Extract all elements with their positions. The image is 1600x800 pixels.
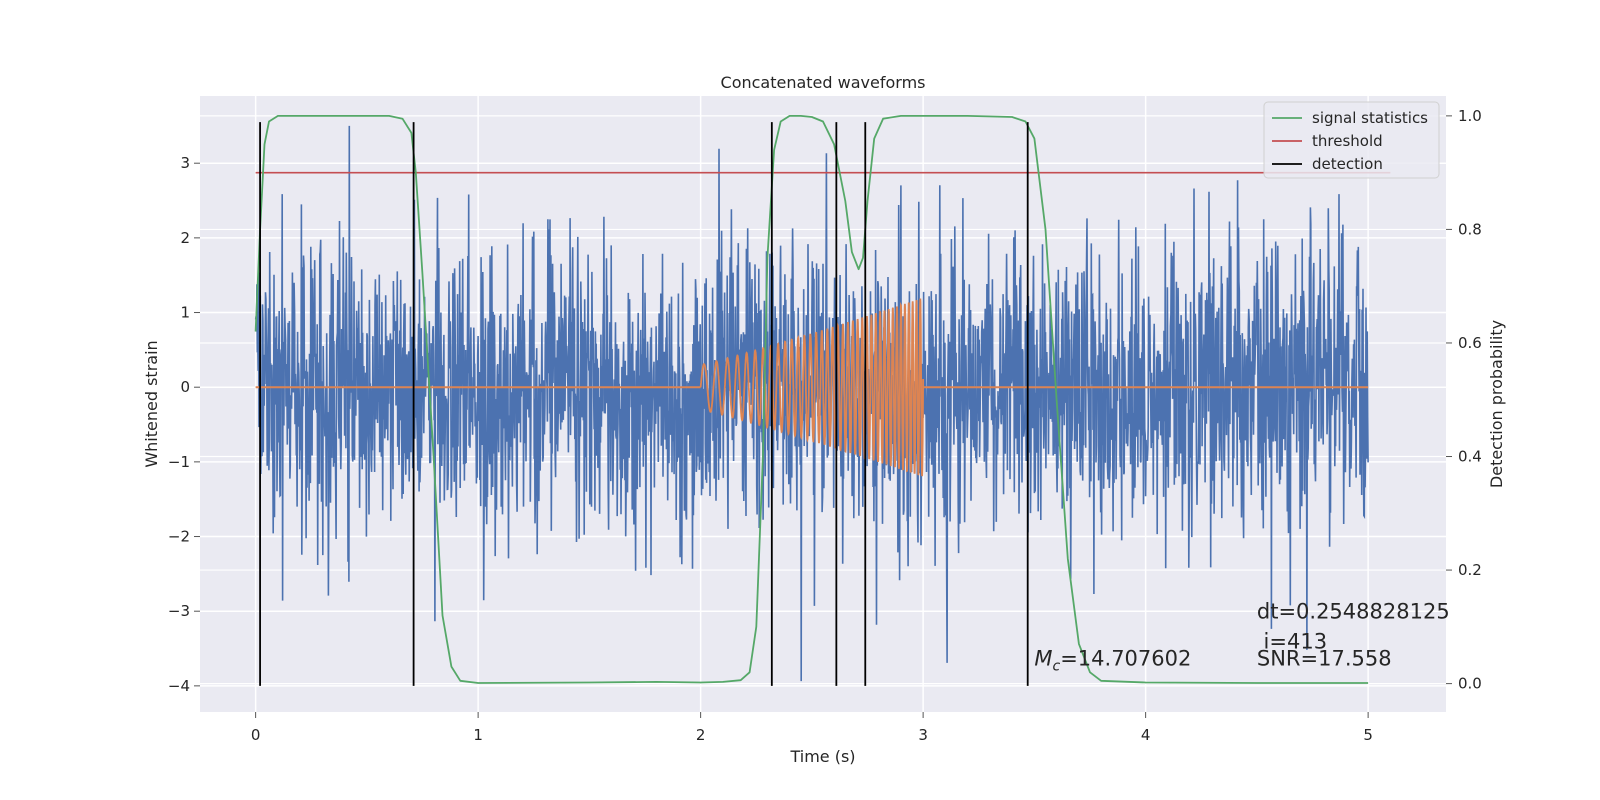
annotation-text: i=413 bbox=[1257, 630, 1327, 654]
y-tick-label: 2 bbox=[180, 229, 190, 247]
annotation-text: dt=0.2548828125 bbox=[1257, 600, 1450, 624]
y-axis-label: Whitened strain bbox=[142, 340, 161, 467]
x-tick-label: 2 bbox=[696, 726, 706, 744]
series bbox=[254, 115, 1391, 686]
y-tick-label: −4 bbox=[168, 677, 190, 695]
y2-tick-label: 0.0 bbox=[1458, 675, 1482, 693]
legend-label: threshold bbox=[1312, 132, 1383, 150]
y2-tick-label: 0.8 bbox=[1458, 220, 1482, 238]
y2-tick-label: 0.6 bbox=[1458, 334, 1482, 352]
x-tick-label: 0 bbox=[251, 726, 261, 744]
y-tick-label: 0 bbox=[180, 378, 190, 396]
legend-label: signal statistics bbox=[1312, 109, 1428, 127]
y2-tick-label: 0.4 bbox=[1458, 448, 1482, 466]
y-tick-label: −2 bbox=[168, 528, 190, 546]
legend-box bbox=[1263, 101, 1440, 179]
x-tick-label: 1 bbox=[473, 726, 483, 744]
y-tick-label: −3 bbox=[168, 602, 190, 620]
legend: signal statistics threshold detection bbox=[1263, 101, 1440, 179]
ticks: 0 1 2 3 4 5 −4 −3 −2 −1 0 1 2 3 0.0 0.2 0.4 0.6 0.8 1.0 bbox=[168, 107, 1482, 744]
strain-line bbox=[254, 125, 1369, 682]
legend-label: detection bbox=[1312, 155, 1383, 173]
x-axis-label: Time (s) bbox=[789, 747, 855, 766]
y2-tick-label: 1.0 bbox=[1458, 107, 1482, 125]
y2-tick-label: 0.2 bbox=[1458, 561, 1482, 579]
x-tick-label: 5 bbox=[1363, 726, 1373, 744]
annotation-text: Mc=14.707602 bbox=[1034, 647, 1191, 675]
y2-axis-label: Detection probability bbox=[1487, 320, 1506, 488]
x-tick-label: 3 bbox=[918, 726, 928, 744]
signal-statistics-line bbox=[254, 115, 1369, 684]
chart-title: Concatenated waveforms bbox=[721, 73, 926, 92]
y-tick-label: 3 bbox=[180, 154, 190, 172]
x-tick-label: 4 bbox=[1141, 726, 1151, 744]
annotation-text: SNR=17.558 bbox=[1257, 647, 1392, 671]
y-tick-label: 1 bbox=[180, 304, 190, 322]
waveform-chirp-line bbox=[699, 298, 924, 477]
y-tick-label: −1 bbox=[168, 453, 190, 471]
